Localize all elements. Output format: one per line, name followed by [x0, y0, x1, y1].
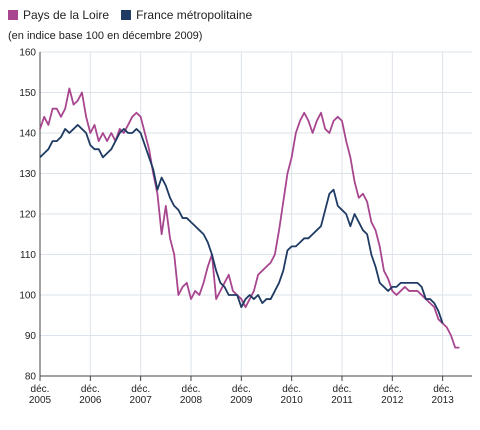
chart-subtitle: (en indice base 100 en décembre 2009)	[8, 30, 203, 42]
x-tick-label-year: 2011	[331, 395, 353, 406]
y-tick-label: 130	[19, 169, 36, 180]
y-tick-label: 120	[19, 210, 36, 221]
legend-item-pays-de-la-loire: Pays de la Loire	[8, 8, 109, 22]
x-tick-label-month: déc.	[433, 384, 452, 395]
x-tick-label-month: déc.	[131, 384, 150, 395]
x-tick-label-year: 2009	[230, 395, 253, 406]
y-tick-label: 150	[19, 88, 36, 99]
x-tick-label-month: déc.	[182, 384, 201, 395]
legend-label-pays-de-la-loire: Pays de la Loire	[23, 8, 110, 22]
series-line-pays-de-la-loire	[39, 87, 460, 349]
legend-swatch-pays-de-la-loire	[8, 10, 18, 20]
x-tick-label-month: déc.	[383, 384, 402, 395]
legend-swatch-france	[121, 10, 132, 20]
x-tick-label-month: déc.	[31, 384, 50, 395]
x-tick-label-month: déc.	[232, 384, 251, 395]
y-tick-label: 100	[19, 291, 36, 302]
x-tick-label-month: déc.	[333, 384, 352, 395]
y-tick-label: 110	[20, 250, 36, 261]
x-tick-label-month: déc.	[282, 384, 301, 395]
y-tick-label: 160	[19, 48, 36, 59]
x-tick-label-year: 2005	[29, 395, 52, 406]
legend-label-france: France métropolitaine	[136, 8, 253, 22]
x-tick-label-year: 2013	[432, 395, 455, 406]
series-line-france	[39, 124, 444, 324]
y-tick-label: 90	[25, 331, 37, 342]
x-tick-label-month: déc.	[81, 384, 100, 395]
x-tick-label-year: 2012	[381, 395, 404, 406]
legend: Pays de la Loire France métropolitaine	[8, 8, 264, 22]
y-tick-label: 80	[25, 372, 37, 383]
x-tick-label-year: 2008	[180, 395, 203, 406]
x-tick-label-year: 2006	[79, 395, 102, 406]
y-tick-label: 140	[19, 129, 36, 140]
legend-item-france: France métropolitaine	[121, 8, 252, 22]
x-tick-label-year: 2007	[130, 395, 153, 406]
x-tick-label-year: 2010	[281, 395, 304, 406]
